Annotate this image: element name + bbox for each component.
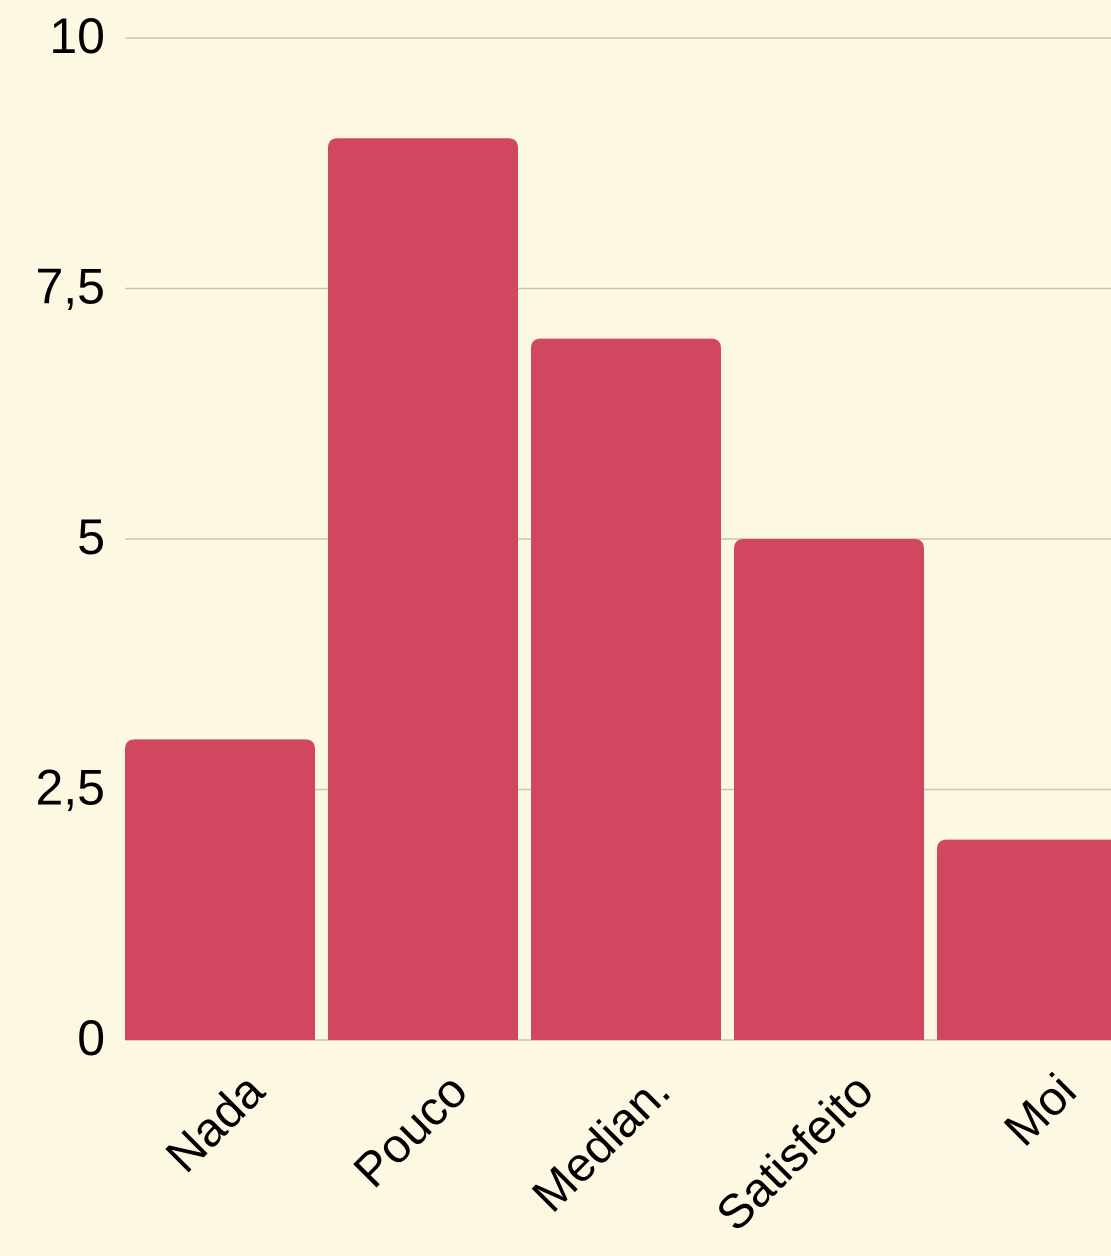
y-tick-label: 0 (77, 1010, 105, 1066)
y-tick-label: 2,5 (35, 760, 105, 816)
plot-area: 0 2,5 5 7,5 10 (35, 8, 1111, 1066)
x-tick-label: Nada (156, 1064, 275, 1183)
bar (125, 739, 315, 1040)
bar (531, 338, 721, 1041)
bar (937, 839, 1111, 1040)
x-tick-label: Pouco (344, 1064, 478, 1198)
y-tick-label: 7,5 (35, 259, 105, 315)
y-tick-label: 10 (49, 8, 105, 64)
x-tick-label: Satisfeito (707, 1064, 884, 1241)
bar (328, 138, 518, 1040)
y-tick-label: 5 (77, 509, 105, 565)
bar (734, 539, 924, 1040)
x-tick-label: Median. (523, 1064, 681, 1222)
x-tick-label: Moi (995, 1064, 1087, 1156)
